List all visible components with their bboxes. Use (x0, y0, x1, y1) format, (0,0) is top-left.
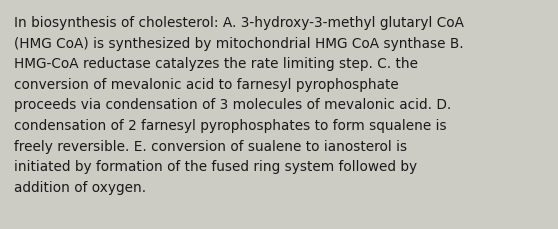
Text: In biosynthesis of cholesterol: A. 3-hydroxy-3-methyl glutaryl CoA
(HMG CoA) is : In biosynthesis of cholesterol: A. 3-hyd… (14, 16, 464, 194)
